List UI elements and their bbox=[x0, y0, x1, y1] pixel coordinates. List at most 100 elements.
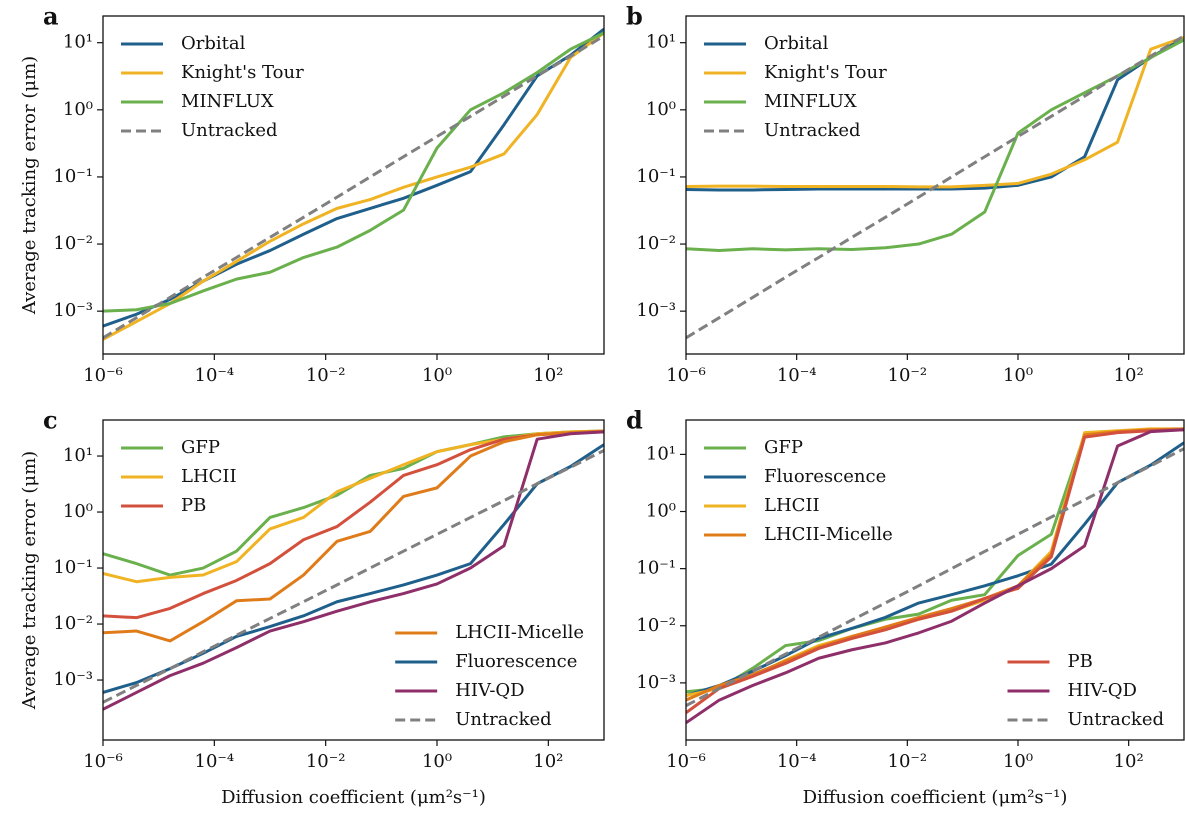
x-tick-label: 10⁻⁴ bbox=[195, 751, 235, 772]
y-tick-label: 10⁻² bbox=[636, 615, 676, 636]
legend-label: Orbital bbox=[764, 33, 829, 54]
y-tick-label: 10⁻³ bbox=[636, 672, 676, 693]
legend-label: GFP bbox=[181, 437, 220, 458]
legend-label: Untracked bbox=[181, 120, 278, 141]
series-line bbox=[686, 428, 1184, 714]
x-tick-label: 10⁻⁶ bbox=[666, 365, 706, 386]
series-line bbox=[686, 36, 1184, 192]
legend: Orbital Knight's Tour MINFLUX Untracked bbox=[704, 33, 887, 141]
y-tick-label: 10¹ bbox=[646, 32, 676, 53]
x-tick-label: 10⁻² bbox=[888, 751, 928, 772]
series-line bbox=[686, 447, 1184, 707]
plot-lines bbox=[103, 27, 604, 341]
y-axis-label: Average tracking error (μm) bbox=[19, 451, 40, 710]
legend-label: Knight's Tour bbox=[764, 62, 887, 83]
legend: GFP Fluorescence LHCII LHCII-Micelle bbox=[704, 437, 893, 545]
legend: GFP LHCII PB bbox=[121, 437, 237, 516]
x-tick-label: 10⁻⁶ bbox=[666, 751, 706, 772]
plot-frame bbox=[102, 419, 605, 741]
panel-label: a bbox=[43, 2, 59, 31]
x-tick-label: 10⁻⁶ bbox=[83, 751, 123, 772]
legend-label: LHCII bbox=[181, 466, 237, 487]
legend-label: HIV-QD bbox=[1068, 680, 1137, 701]
legend-label: LHCII-Micelle bbox=[764, 524, 893, 545]
series-line bbox=[103, 430, 604, 620]
series-line bbox=[103, 31, 604, 313]
x-tick-label: 10² bbox=[533, 365, 563, 386]
legend-label: PB bbox=[1068, 651, 1093, 672]
panel-label: d bbox=[626, 406, 643, 435]
series-line bbox=[103, 27, 604, 328]
y-tick-label: 10⁻² bbox=[636, 233, 676, 254]
legend-label: Untracked bbox=[455, 709, 552, 730]
series-line bbox=[686, 35, 1184, 189]
x-tick-label: 10⁻² bbox=[306, 365, 346, 386]
legend: Orbital Knight's Tour MINFLUX Untracked bbox=[121, 33, 304, 141]
x-tick-label: 10⁰ bbox=[1003, 365, 1033, 386]
legend-label: MINFLUX bbox=[764, 91, 857, 112]
legend-label: HIV-QD bbox=[455, 680, 524, 701]
x-axis-label: Diffusion coefficient (μm²s⁻¹) bbox=[221, 787, 486, 808]
legend: PB HIV-QD Untracked bbox=[1007, 651, 1165, 730]
y-tick-label: 10⁻³ bbox=[53, 669, 93, 690]
legend: LHCII-Micelle Fluorescence HIV-QD Untracked bbox=[395, 622, 584, 730]
series-line bbox=[686, 428, 1184, 725]
y-tick-label: 10⁻¹ bbox=[636, 166, 676, 187]
series-line bbox=[686, 441, 1184, 697]
panel-label: b bbox=[626, 2, 643, 31]
x-tick-label: 10⁰ bbox=[1003, 751, 1033, 772]
x-tick-label: 10⁻⁶ bbox=[83, 365, 123, 386]
y-tick-label: 10⁻³ bbox=[53, 300, 93, 321]
y-tick-label: 10⁰ bbox=[63, 99, 93, 120]
series-line bbox=[103, 449, 604, 704]
y-axis-label: Average tracking error (μm) bbox=[19, 56, 40, 315]
y-tick-label: 10¹ bbox=[63, 445, 93, 466]
legend-label: Orbital bbox=[181, 33, 246, 54]
legend-label: Fluorescence bbox=[764, 466, 886, 487]
series-line bbox=[686, 34, 1184, 340]
x-tick-label: 10⁻² bbox=[306, 751, 346, 772]
plot-lines bbox=[686, 34, 1184, 340]
legend-label: LHCII-Micelle bbox=[455, 622, 584, 643]
y-tick-label: 10¹ bbox=[63, 32, 93, 53]
x-tick-label: 10² bbox=[1114, 751, 1144, 772]
legend-label: Knight's Tour bbox=[181, 62, 304, 83]
legend-label: GFP bbox=[764, 437, 803, 458]
legend-label: Untracked bbox=[1068, 709, 1165, 730]
legend-label: Untracked bbox=[764, 120, 861, 141]
legend-label: Fluorescence bbox=[455, 651, 577, 672]
x-axis-label: Diffusion coefficient (μm²s⁻¹) bbox=[803, 787, 1068, 808]
x-tick-label: 10⁻² bbox=[888, 365, 928, 386]
x-tick-label: 10⁰ bbox=[422, 365, 452, 386]
y-tick-label: 10⁻³ bbox=[636, 300, 676, 321]
y-tick-label: 10⁰ bbox=[646, 501, 676, 522]
x-tick-label: 10⁻⁴ bbox=[195, 365, 235, 386]
y-tick-label: 10⁻¹ bbox=[53, 166, 93, 187]
y-tick-label: 10⁰ bbox=[646, 99, 676, 120]
y-tick-label: 10¹ bbox=[646, 443, 676, 464]
legend-label: MINFLUX bbox=[181, 91, 274, 112]
y-tick-label: 10⁻¹ bbox=[636, 558, 676, 579]
x-tick-label: 10² bbox=[1114, 365, 1144, 386]
y-tick-label: 10⁰ bbox=[63, 501, 93, 522]
plot-lines bbox=[686, 427, 1184, 725]
plot-frame bbox=[102, 15, 605, 355]
y-tick-label: 10⁻² bbox=[53, 233, 93, 254]
series-line bbox=[103, 429, 604, 577]
series-line bbox=[686, 427, 1184, 702]
series-line bbox=[103, 429, 604, 643]
y-tick-label: 10⁻¹ bbox=[53, 557, 93, 578]
y-tick-label: 10⁻² bbox=[53, 613, 93, 634]
x-tick-label: 10⁻⁴ bbox=[777, 751, 817, 772]
legend-label: LHCII bbox=[764, 495, 820, 516]
plot-frame bbox=[685, 15, 1185, 355]
plot-frame bbox=[685, 419, 1185, 741]
x-tick-label: 10⁻⁴ bbox=[777, 365, 817, 386]
series-line bbox=[103, 31, 604, 341]
legend-label: PB bbox=[181, 495, 206, 516]
series-line bbox=[103, 429, 604, 584]
plot-lines bbox=[103, 429, 604, 711]
series-line bbox=[103, 34, 604, 340]
